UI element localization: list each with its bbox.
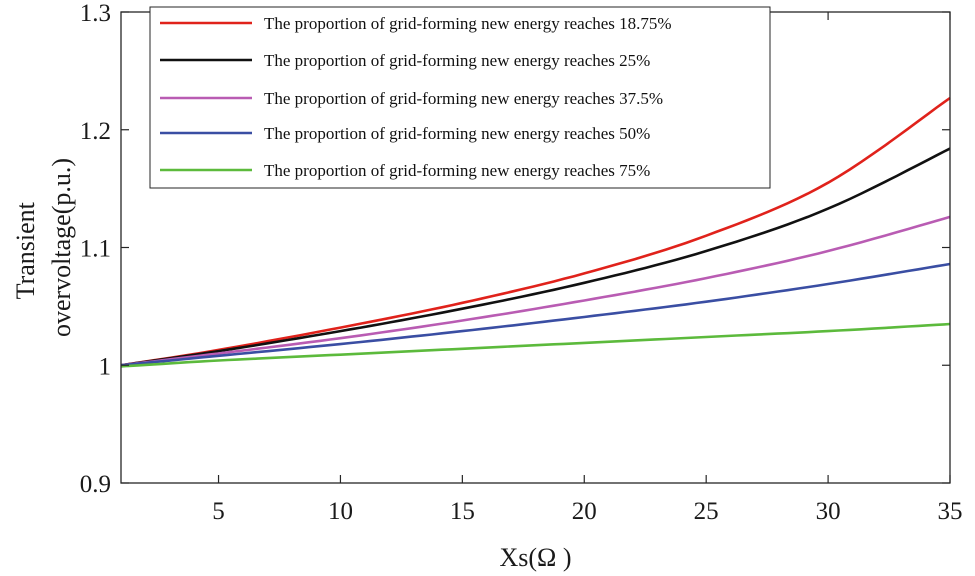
y-tick-label: 1.2 (80, 118, 111, 145)
series-line-2 (120, 147, 951, 367)
legend: The proportion of grid-forming new energ… (149, 6, 771, 189)
x-tick-label: 20 (572, 498, 597, 525)
x-tick-label: 30 (816, 498, 841, 525)
y-axis-label: Transient overvoltage(p.u.) (11, 158, 76, 337)
axis-ticks: 5 10 15 20 25 30 35 0.9 1 1.1 1.2 1.3 (80, 0, 963, 525)
x-axis-label: Xs(Ω ) (499, 543, 571, 572)
series-line-5 (120, 322, 951, 368)
series-line-1 (120, 96, 951, 367)
legend-label-1: The proportion of grid-forming new energ… (264, 14, 672, 33)
x-tick-label: 25 (694, 498, 719, 525)
series-line-4 (120, 262, 951, 367)
y-axis-label-line-2: overvoltage(p.u.) (47, 158, 76, 337)
x-tick-label: 15 (450, 498, 475, 525)
y-tick-label: 1 (99, 353, 112, 380)
legend-box (149, 6, 771, 189)
y-tick-label: 1.3 (80, 0, 111, 27)
legend-label-4: The proportion of grid-forming new energ… (264, 124, 650, 143)
y-tick-label: 1.1 (80, 236, 111, 263)
series-layer (120, 96, 951, 368)
x-tick-label: 5 (212, 498, 225, 525)
legend-label-5: The proportion of grid-forming new energ… (264, 161, 650, 180)
x-tick-label: 35 (938, 498, 963, 525)
x-tick-label: 10 (328, 498, 353, 525)
legend-label-2: The proportion of grid-forming new energ… (264, 51, 650, 70)
legend-label-3: The proportion of grid-forming new energ… (264, 89, 663, 108)
y-axis-label-line-1: Transient (11, 201, 40, 299)
series-line-3 (120, 215, 951, 367)
y-tick-label: 0.9 (80, 471, 111, 498)
